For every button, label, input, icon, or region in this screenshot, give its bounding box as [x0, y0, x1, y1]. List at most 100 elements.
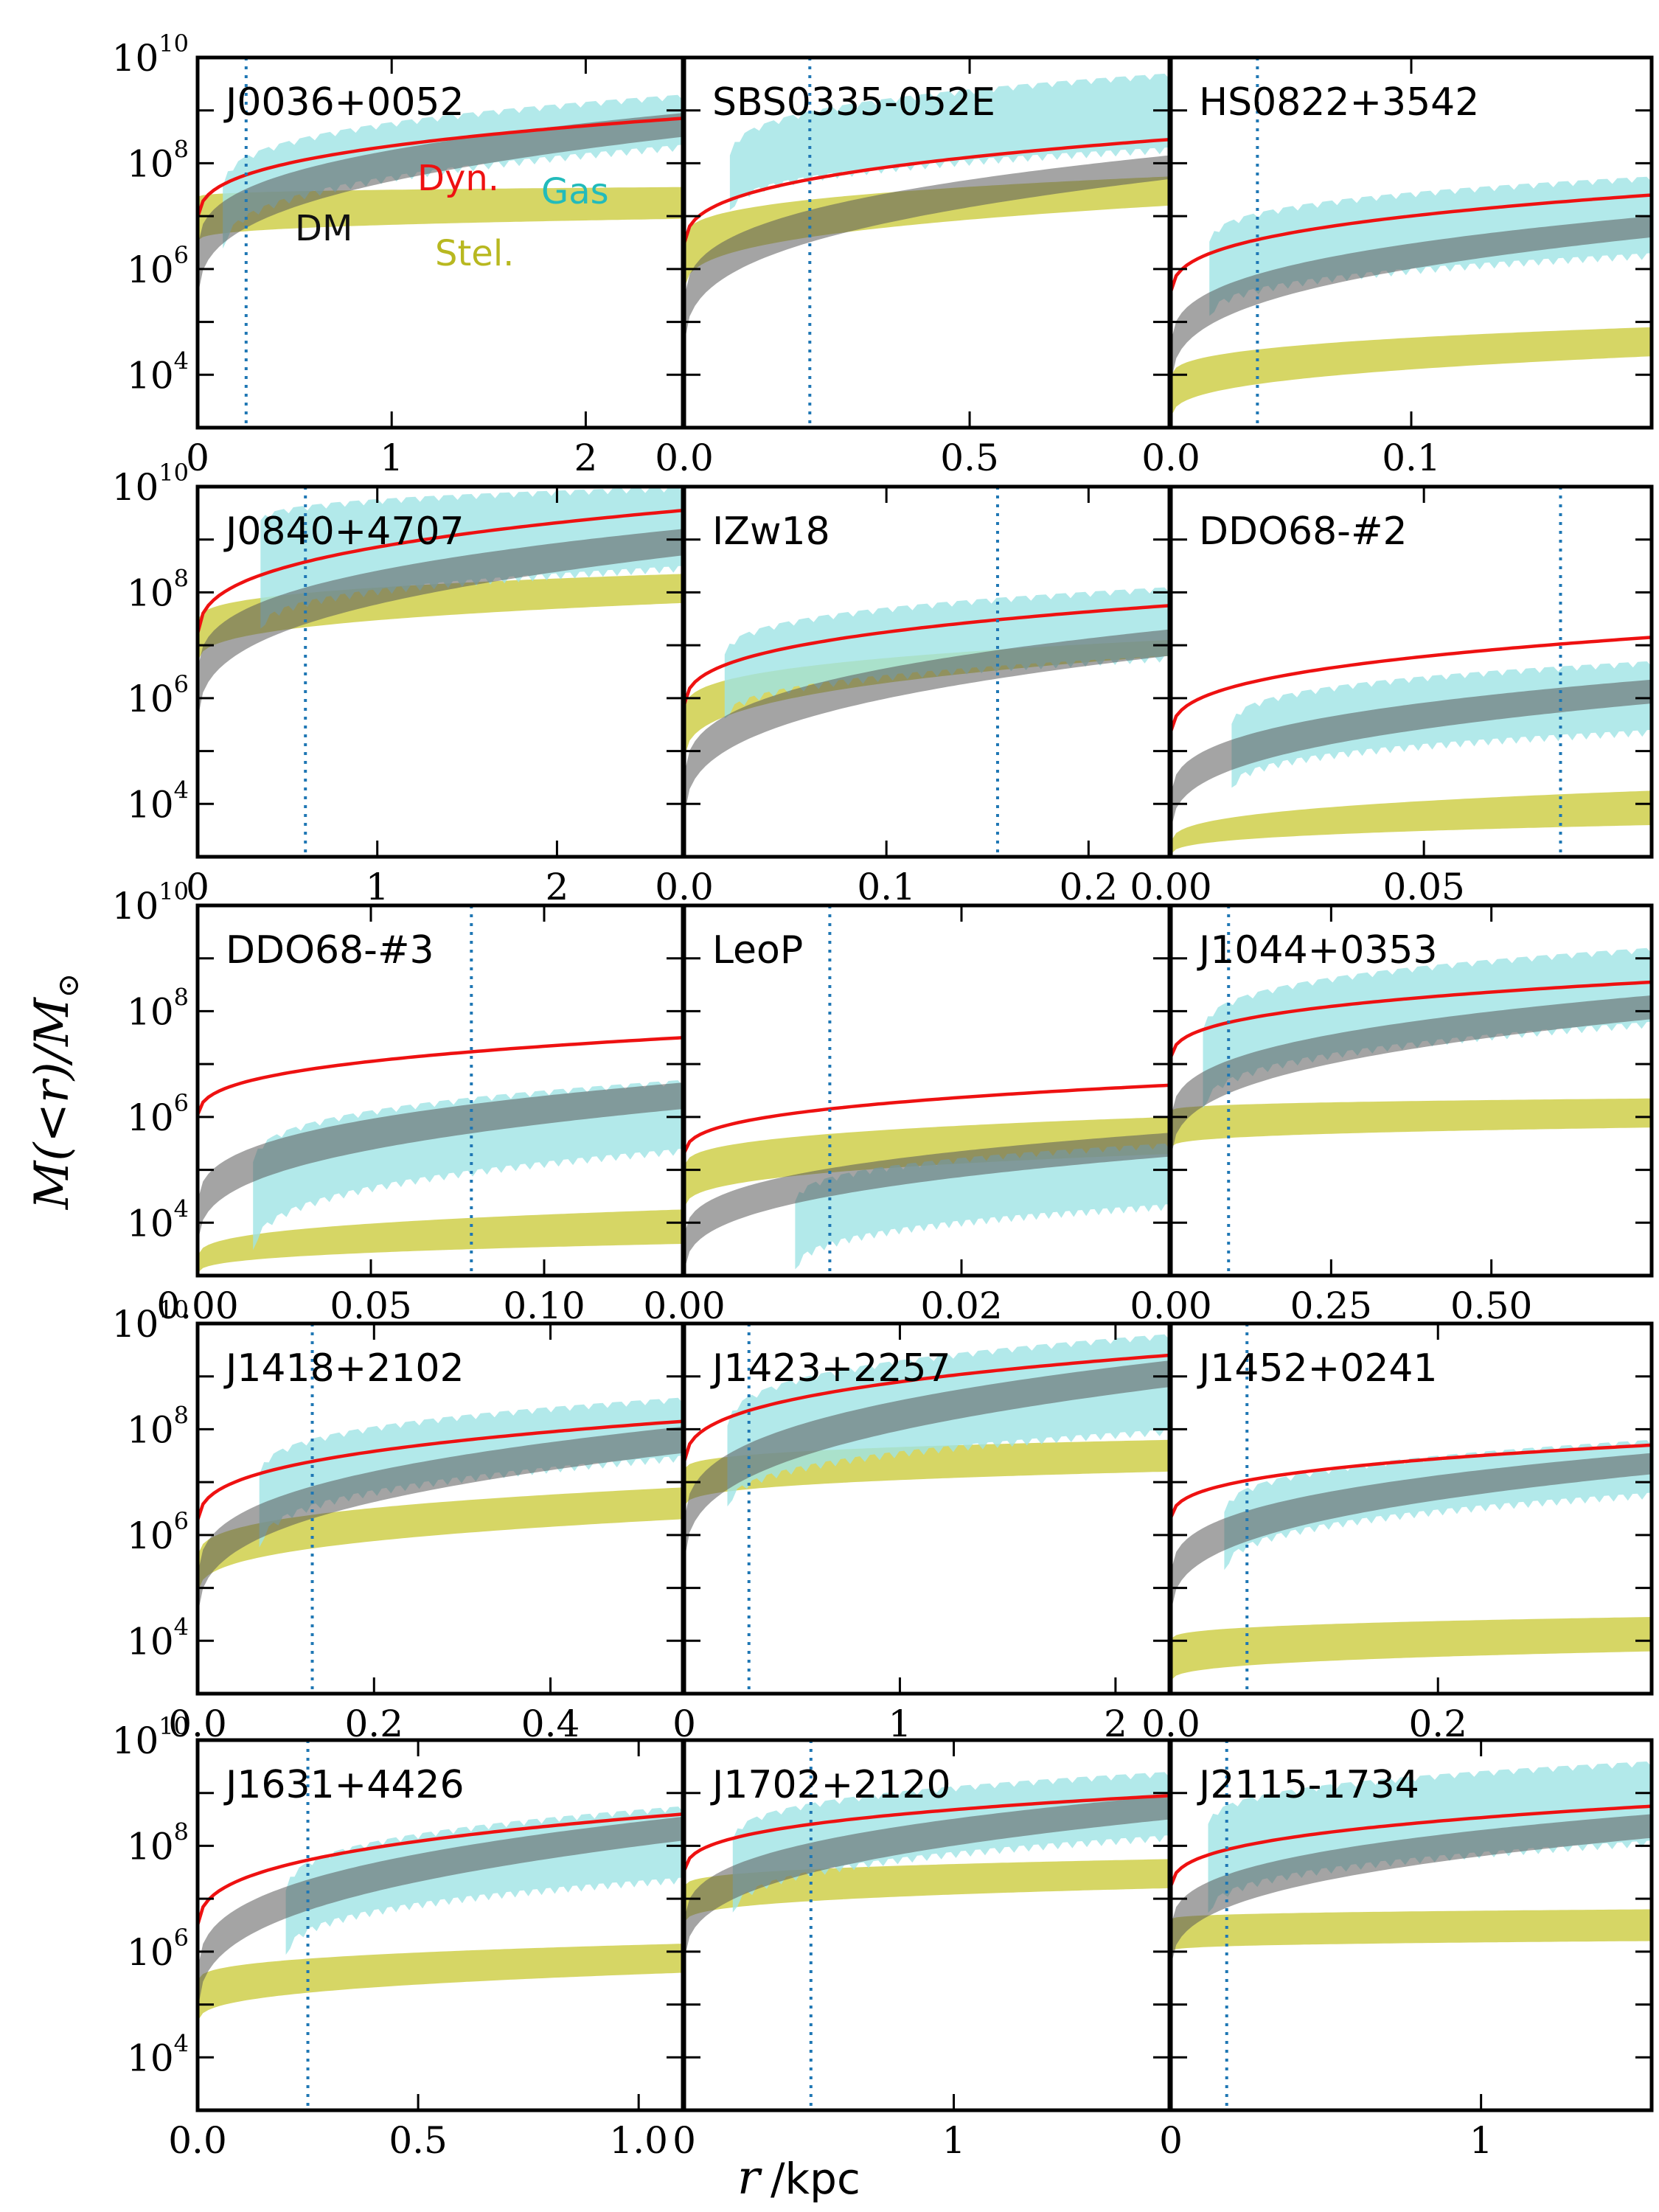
dark-matter-band [684, 1795, 1169, 1960]
y-tick-base: 10 [127, 1096, 174, 1139]
y-ticks [1171, 904, 1652, 1277]
x-tick-label: 0.5 [940, 437, 999, 479]
stellar-mass-band [1171, 1617, 1652, 1680]
y-tick-label: 1010 [112, 459, 189, 509]
y-tick-label: 106 [127, 1089, 189, 1139]
x-tick-label: 0.00 [1130, 1284, 1211, 1327]
x-tick-label: 2 [546, 866, 569, 908]
panel-frame [1169, 903, 1654, 1278]
dark-matter-band [1171, 1453, 1652, 1612]
x-tick-label: 0.02 [920, 1284, 1002, 1327]
y-tick-base: 10 [112, 466, 159, 509]
y-tick-label: 1010 [112, 29, 189, 80]
plot-area [198, 1324, 683, 1694]
dynamical-mass-line [684, 1794, 1169, 1871]
y-tick-exp: 10 [159, 877, 189, 905]
y-tick-exp: 8 [174, 1401, 189, 1429]
dynamical-mass-line [684, 1353, 1169, 1462]
dark-matter-band [198, 1426, 683, 1615]
panel-izw18: 0.0 0.1 0.2 IZw18 [655, 484, 1172, 908]
y-tick-label: 108 [127, 1818, 189, 1868]
y-tick-exp: 10 [159, 459, 189, 487]
stellar-mass-band [1171, 1909, 1652, 1951]
y-axis-label: M(<r)/M⊙ [25, 973, 86, 1210]
y-tick-label: 1010 [112, 877, 189, 928]
x-tick-label: 0.1 [1382, 437, 1441, 479]
panel-title: J0840+4707 [223, 509, 465, 554]
y-tick-base: 10 [112, 37, 159, 80]
y-ticks [684, 1739, 1169, 2112]
y-ticks [1171, 1322, 1652, 1695]
y-ticks [198, 904, 683, 1277]
y-tick-label: 106 [127, 241, 189, 291]
x-tick-label: 0.2 [1060, 866, 1119, 908]
panel-title: SBS0335-052E [712, 80, 995, 125]
dark-matter-band [1171, 679, 1652, 830]
stellar-mass-band [1171, 790, 1652, 855]
dynamical-mass-line [198, 1419, 683, 1521]
x-tick-label: 0.4 [521, 1703, 580, 1745]
x-tick-label: 2 [574, 437, 597, 479]
panel-frame [1169, 1321, 1654, 1696]
y-tick-label: 108 [127, 135, 189, 185]
dynamical-mass-line [684, 137, 1169, 244]
y-tick-base: 10 [112, 1303, 159, 1346]
y-tick-exp: 6 [174, 241, 189, 269]
stellar-mass-band [198, 187, 683, 241]
labels-layer: M(<r)/M⊙ r /kpc [25, 973, 860, 2205]
y-tick-base: 10 [127, 1825, 174, 1868]
y-tick-exp: 4 [174, 2029, 189, 2057]
y-tick-base: 10 [127, 783, 174, 826]
y-tick-label: 108 [127, 564, 189, 614]
y-tick-exp: 6 [174, 1924, 189, 1952]
y-tick-base: 10 [127, 990, 174, 1033]
y-tick-exp: 10 [159, 29, 189, 58]
y-tick-exp: 10 [159, 1712, 189, 1740]
stellar-mass-band [198, 1209, 683, 1273]
stellar-mass-band [684, 1859, 1169, 1922]
x-tick-label: 1.0 [609, 2119, 668, 2162]
panel-j1452+0241: 0.0 0.2 J1452+0241 [1141, 1321, 1654, 1745]
y-tick-exp: 8 [174, 135, 189, 163]
dynamical-mass-line [198, 1812, 683, 1926]
panel-title: J1423+2257 [710, 1346, 951, 1391]
y-tick-label: 104 [127, 347, 189, 397]
plot-area [198, 58, 683, 428]
y-tick-exp: 8 [174, 983, 189, 1011]
dark-matter-band [198, 1817, 683, 2010]
stellar-mass-band [1171, 327, 1652, 417]
dark-matter-band [1171, 1814, 1652, 1966]
x-tick-label: 0.2 [345, 1703, 404, 1745]
x-tick-label: 1 [888, 1703, 912, 1745]
y-tick-exp: 4 [174, 1613, 189, 1641]
plot-area [198, 1740, 683, 2110]
panel-title: J1631+4426 [223, 1763, 465, 1807]
y-ticks [1171, 1739, 1652, 2112]
y-tick-exp: 4 [174, 776, 189, 804]
x-tick-label: 1 [942, 2119, 966, 2162]
x-tick-label: 0.50 [1450, 1284, 1532, 1327]
y-tick-label: 108 [127, 983, 189, 1033]
plot-area [684, 1324, 1169, 1694]
x-axis-label-unit: /kpc [771, 2154, 860, 2204]
x-tick-label: 1 [1470, 2119, 1493, 2162]
x-tick-label: 0.00 [643, 1284, 725, 1327]
y-ticks [198, 1322, 683, 1695]
panel-frame [1169, 1738, 1654, 2112]
y-ticks [198, 56, 683, 429]
x-tick-label: 0.5 [389, 2119, 448, 2162]
y-tick-exp: 10 [159, 1295, 189, 1324]
y-ticks [684, 904, 1169, 1277]
x-axis-label: r /kpc [737, 2151, 860, 2205]
plot-area [198, 487, 683, 857]
dark-matter-band [684, 629, 1169, 815]
panel-ddo68-#2: 0.00 0.05 DDO68-#2 [1130, 484, 1654, 908]
plot-area [1171, 905, 1652, 1276]
y-tick-exp: 4 [174, 1194, 189, 1222]
stellar-mass-band [684, 176, 1169, 288]
plot-area [1171, 1740, 1652, 2110]
dark-matter-band [198, 113, 683, 296]
